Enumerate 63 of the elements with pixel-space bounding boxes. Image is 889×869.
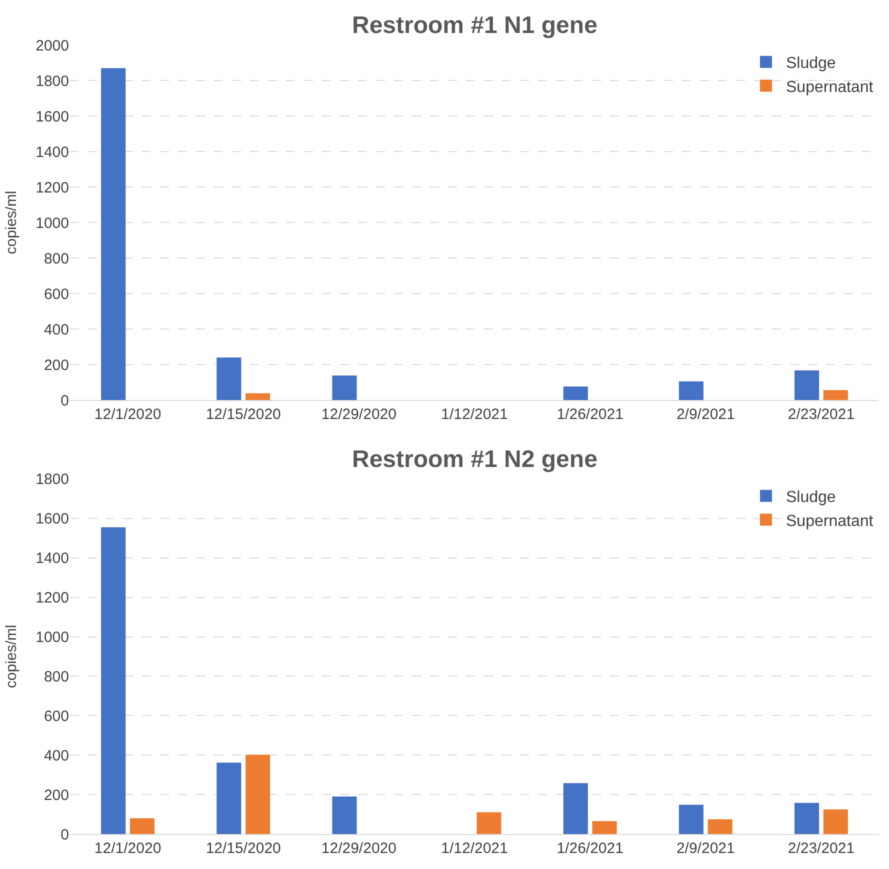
y-tick-label: 200 [44,356,69,374]
y-tick-label: 400 [44,747,69,764]
y-tick-label: 1200 [36,590,69,607]
bar [130,818,155,834]
bar [823,809,848,834]
y-axis-title: copies/ml [2,190,20,254]
legend-label: Supernatant [786,512,874,530]
x-tick-label: 12/1/2020 [94,406,162,424]
bar [823,390,848,400]
y-tick-label: 1600 [36,510,69,528]
legend-label: Sludge [786,55,836,72]
x-tick-label: 1/12/2021 [441,406,508,424]
bar [476,812,502,834]
bar [708,819,732,834]
y-tick-label: 600 [44,708,69,725]
y-tick-label: 800 [44,250,69,268]
x-tick-label: 1/26/2021 [556,840,624,857]
bar [332,796,357,834]
x-tick-label: 1/12/2021 [441,840,508,857]
chart-title: Restroom #1 N2 gene [352,446,598,473]
x-tick-label: 12/29/2020 [321,406,396,424]
legend-label: Supernatant [786,78,874,96]
bar [246,754,270,834]
y-tick-label: 1600 [36,108,69,126]
legend-label: Sludge [786,489,836,506]
bar [216,357,242,400]
y-tick-label: 800 [44,668,69,686]
y-tick-label: 0 [60,392,69,410]
y-tick-label: 400 [44,321,69,338]
y-tick-label: 1000 [36,214,69,232]
bar [332,376,357,400]
y-tick-label: 1400 [36,550,69,568]
y-tick-label: 1200 [36,179,69,196]
chart-title: Restroom #1 N1 gene [352,12,598,39]
bar [563,783,588,834]
x-tick-label: 12/15/2020 [206,406,281,424]
x-tick-label: 12/1/2020 [94,840,162,857]
y-tick-label: 1800 [36,471,69,488]
bar [794,370,820,400]
bar [592,821,617,834]
bar [794,802,820,834]
x-tick-label: 2/23/2021 [788,840,855,857]
y-tick-label: 0 [60,826,69,844]
bar [678,381,704,400]
x-tick-label: 2/23/2021 [788,406,855,424]
x-tick-label: 12/29/2020 [321,840,396,857]
x-tick-label: 2/9/2021 [676,840,735,857]
y-tick-label: 1000 [36,629,69,646]
bar [101,68,126,400]
x-tick-label: 1/26/2021 [556,406,624,424]
y-tick-label: 600 [44,286,69,303]
bar [101,527,126,834]
y-axis-title: copies/ml [2,624,20,688]
y-tick-label: 2000 [36,37,69,54]
y-tick-label: 1400 [36,144,69,161]
bar [216,762,242,834]
y-tick-label: 200 [44,786,69,804]
bar [246,393,270,400]
x-tick-label: 2/9/2021 [676,406,735,424]
x-tick-label: 12/15/2020 [206,840,281,857]
bar [563,386,588,400]
bar [678,804,704,834]
y-tick-label: 1800 [36,72,69,90]
